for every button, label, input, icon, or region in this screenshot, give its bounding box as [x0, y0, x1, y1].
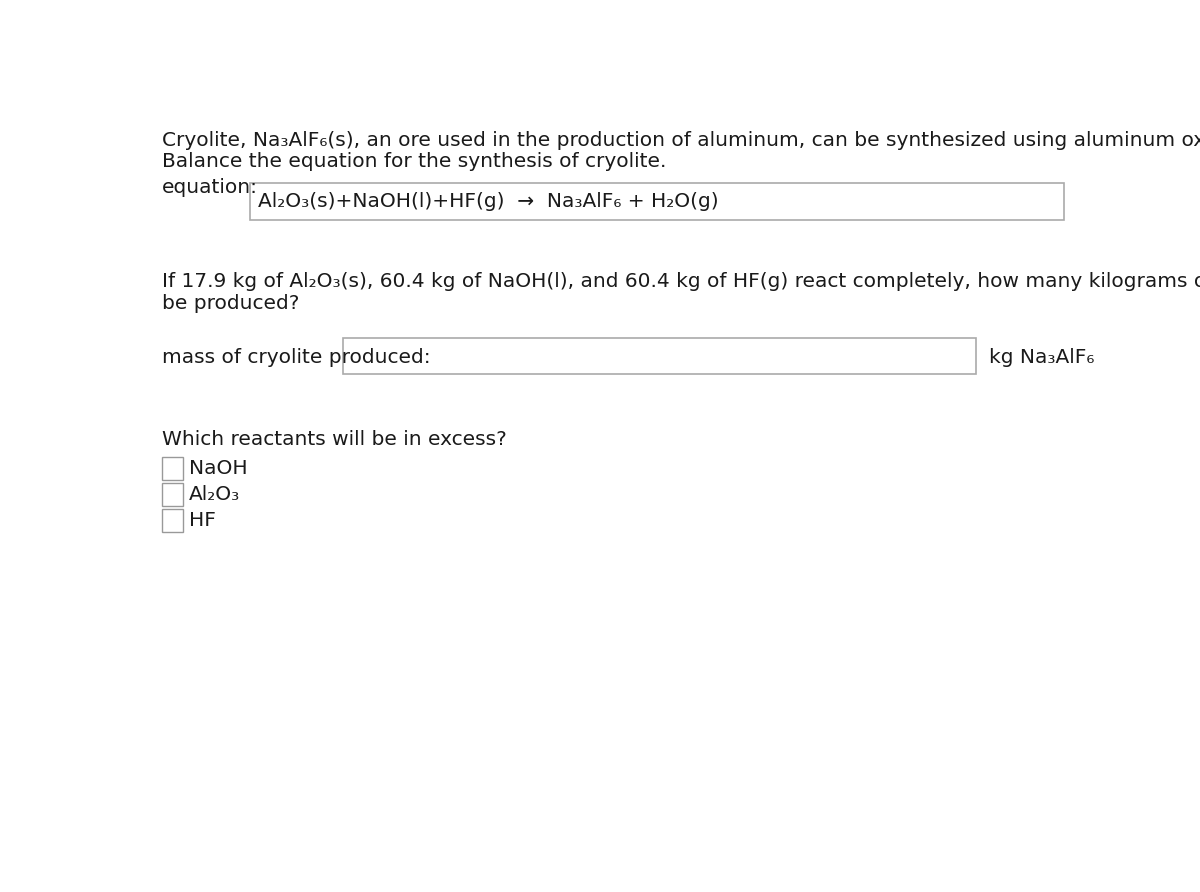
Text: NaOH: NaOH: [190, 458, 247, 478]
Text: Al₂O₃: Al₂O₃: [190, 485, 240, 504]
Text: Cryolite, Na₃AlF₆(s), an ore used in the production of aluminum, can be synthesi: Cryolite, Na₃AlF₆(s), an ore used in the…: [162, 131, 1200, 150]
Text: HF: HF: [190, 511, 216, 530]
FancyBboxPatch shape: [251, 183, 1064, 220]
Text: Which reactants will be in excess?: Which reactants will be in excess?: [162, 430, 506, 449]
FancyBboxPatch shape: [162, 483, 182, 506]
Text: equation:: equation:: [162, 178, 258, 197]
FancyBboxPatch shape: [162, 457, 182, 480]
Text: kg Na₃AlF₆: kg Na₃AlF₆: [989, 348, 1094, 368]
Text: If 17.9 kg of Al₂O₃(s), 60.4 kg of NaOH(l), and 60.4 kg of HF(g) react completel: If 17.9 kg of Al₂O₃(s), 60.4 kg of NaOH(…: [162, 272, 1200, 291]
Text: Al₂O₃(s)+NaOH(l)+HF(g)  →  Na₃AlF₆ + H₂O(g): Al₂O₃(s)+NaOH(l)+HF(g) → Na₃AlF₆ + H₂O(g…: [258, 192, 719, 211]
FancyBboxPatch shape: [162, 509, 182, 532]
Text: be produced?: be produced?: [162, 293, 300, 313]
Text: mass of cryolite produced:: mass of cryolite produced:: [162, 348, 431, 368]
FancyBboxPatch shape: [343, 338, 976, 374]
Text: Balance the equation for the synthesis of cryolite.: Balance the equation for the synthesis o…: [162, 152, 666, 170]
